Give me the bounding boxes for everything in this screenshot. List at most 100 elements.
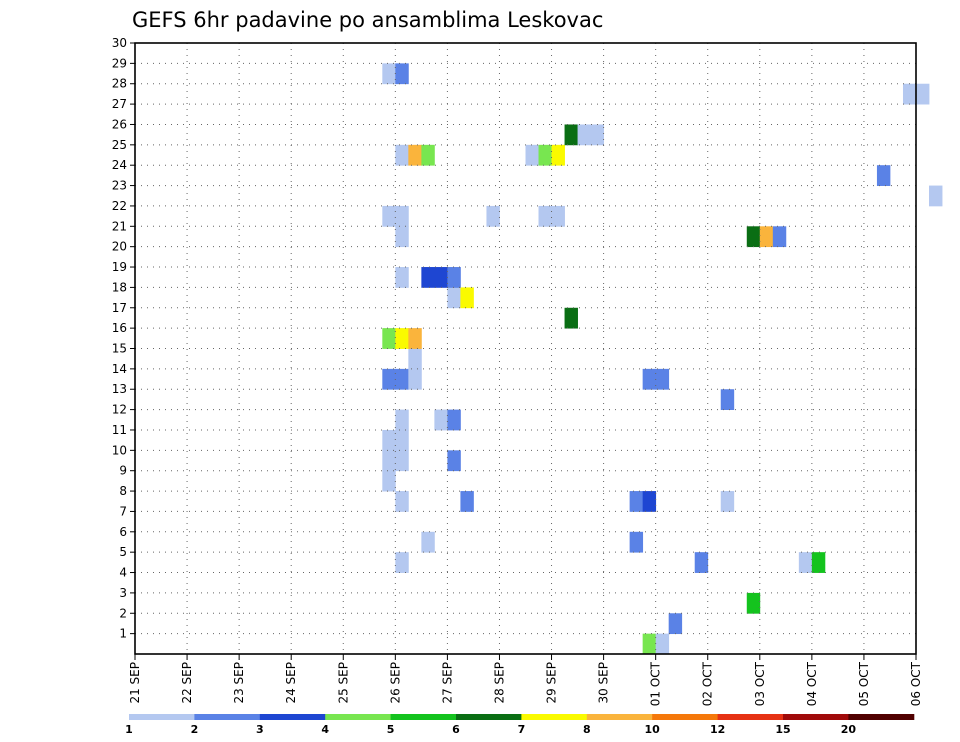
- x-tick-label: 06 OCT: [909, 661, 923, 706]
- precip-cell: [395, 267, 409, 288]
- precip-cell: [395, 226, 409, 248]
- precip-cell: [551, 205, 565, 227]
- precip-cell: [434, 267, 448, 288]
- precip-cell: [590, 124, 604, 146]
- precip-cell: [408, 368, 422, 390]
- cells-layer: [382, 63, 943, 655]
- precip-cell: [395, 144, 409, 166]
- colorbar-label: 4: [321, 723, 329, 736]
- precip-cell: [929, 185, 943, 207]
- precip-cell: [395, 552, 409, 573]
- precip-cell: [746, 592, 761, 614]
- colorbar-swatch: [783, 714, 849, 720]
- colorbar-label: 1: [125, 723, 133, 736]
- y-tick-label: 7: [119, 504, 127, 518]
- y-tick-label: 28: [112, 77, 127, 91]
- y-tick-label: 1: [119, 627, 127, 641]
- precip-cell: [460, 287, 474, 309]
- precip-cell: [382, 328, 396, 349]
- y-tick-label: 6: [119, 525, 127, 539]
- precip-cell: [564, 307, 578, 329]
- precip-cell: [382, 368, 396, 390]
- y-tick-label: 18: [112, 280, 127, 294]
- x-tick-label: 30 SEP: [597, 662, 611, 704]
- colorbar-label: 2: [191, 723, 199, 736]
- y-tick-label: 26: [112, 117, 127, 131]
- precip-cell: [395, 368, 409, 390]
- precip-cell: [447, 409, 461, 431]
- precip-cell: [564, 124, 578, 146]
- colorbar-swatch: [848, 714, 915, 720]
- precip-cell: [525, 144, 539, 166]
- x-tick-label: 23 SEP: [232, 662, 246, 704]
- x-tick-label: 05 OCT: [857, 661, 871, 706]
- precip-cell: [655, 633, 670, 655]
- precip-cell: [551, 144, 565, 166]
- x-tick-label: 29 SEP: [545, 662, 559, 704]
- precip-cell: [395, 328, 409, 349]
- x-axis-ticks: 21 SEP 22 SEP 23 SEP 24 SEP 25 SEP 26 SEP 27 S…: [128, 654, 923, 706]
- colorbar-swatch: [717, 714, 784, 720]
- precip-cell: [447, 267, 461, 288]
- y-tick-label: 24: [112, 158, 127, 172]
- colorbar-swatch: [586, 714, 653, 720]
- precip-cell: [668, 613, 683, 635]
- y-tick-label: 15: [112, 342, 127, 356]
- colorbar-label: 7: [518, 723, 526, 736]
- colorbar-swatch: [259, 714, 326, 720]
- precip-cell: [382, 450, 396, 472]
- precip-cell: [629, 491, 644, 512]
- precip-cell: [629, 531, 644, 553]
- precip-cell: [538, 144, 552, 166]
- precip-cell: [395, 63, 409, 85]
- colorbar-label: 10: [645, 723, 661, 736]
- colorbar-swatch: [652, 714, 719, 720]
- chart-title: GEFS 6hr padavine po ansamblima Leskovac: [132, 8, 603, 32]
- colorbar-swatch: [390, 714, 457, 720]
- x-tick-label: 27 SEP: [440, 662, 454, 704]
- precip-cell: [486, 205, 500, 227]
- precip-cell: [720, 491, 735, 512]
- precip-cell: [395, 491, 409, 512]
- y-tick-label: 14: [112, 362, 127, 376]
- colorbar-swatch: [456, 714, 522, 720]
- y-tick-label: 9: [119, 464, 127, 478]
- precip-cell: [382, 470, 396, 492]
- y-tick-label: 2: [119, 606, 127, 620]
- y-tick-label: 13: [112, 382, 127, 396]
- x-tick-label: 26 SEP: [388, 662, 402, 704]
- precip-cell: [720, 389, 735, 410]
- y-tick-label: 8: [119, 484, 127, 498]
- precip-cell: [382, 63, 396, 85]
- y-tick-label: 27: [112, 97, 127, 111]
- precip-cell: [408, 348, 422, 370]
- colorbar-label: 12: [710, 723, 725, 736]
- precip-cell: [798, 552, 813, 573]
- precip-cell: [642, 491, 657, 512]
- colorbar: 1 2 3 4 5 6 7 8 10 12 15 20: [125, 714, 915, 736]
- colorbar-label: 15: [775, 723, 790, 736]
- colorbar-label: 3: [256, 723, 264, 736]
- y-tick-label: 19: [112, 260, 127, 274]
- colorbar-label: 8: [583, 723, 591, 736]
- y-tick-label: 5: [119, 545, 127, 559]
- precip-cell: [395, 409, 409, 431]
- precip-cell: [811, 552, 826, 573]
- x-tick-label: 03 OCT: [753, 661, 767, 706]
- precip-cell: [577, 124, 591, 146]
- y-tick-label: 17: [112, 301, 127, 315]
- precip-cell: [421, 267, 435, 288]
- y-tick-label: 23: [112, 179, 127, 193]
- precip-cell: [395, 205, 409, 227]
- precip-cell: [916, 83, 930, 105]
- precip-cell: [460, 491, 474, 512]
- precip-cell: [694, 552, 709, 573]
- y-axis-ticks: 1234567891011121314151617181920212223242…: [112, 36, 135, 641]
- colorbar-swatch: [129, 714, 195, 720]
- y-tick-label: 16: [112, 321, 127, 335]
- x-tick-label: 04 OCT: [805, 661, 819, 706]
- colorbar-label: 5: [387, 723, 395, 736]
- x-tick-label: 25 SEP: [336, 662, 350, 704]
- y-tick-label: 29: [112, 56, 127, 70]
